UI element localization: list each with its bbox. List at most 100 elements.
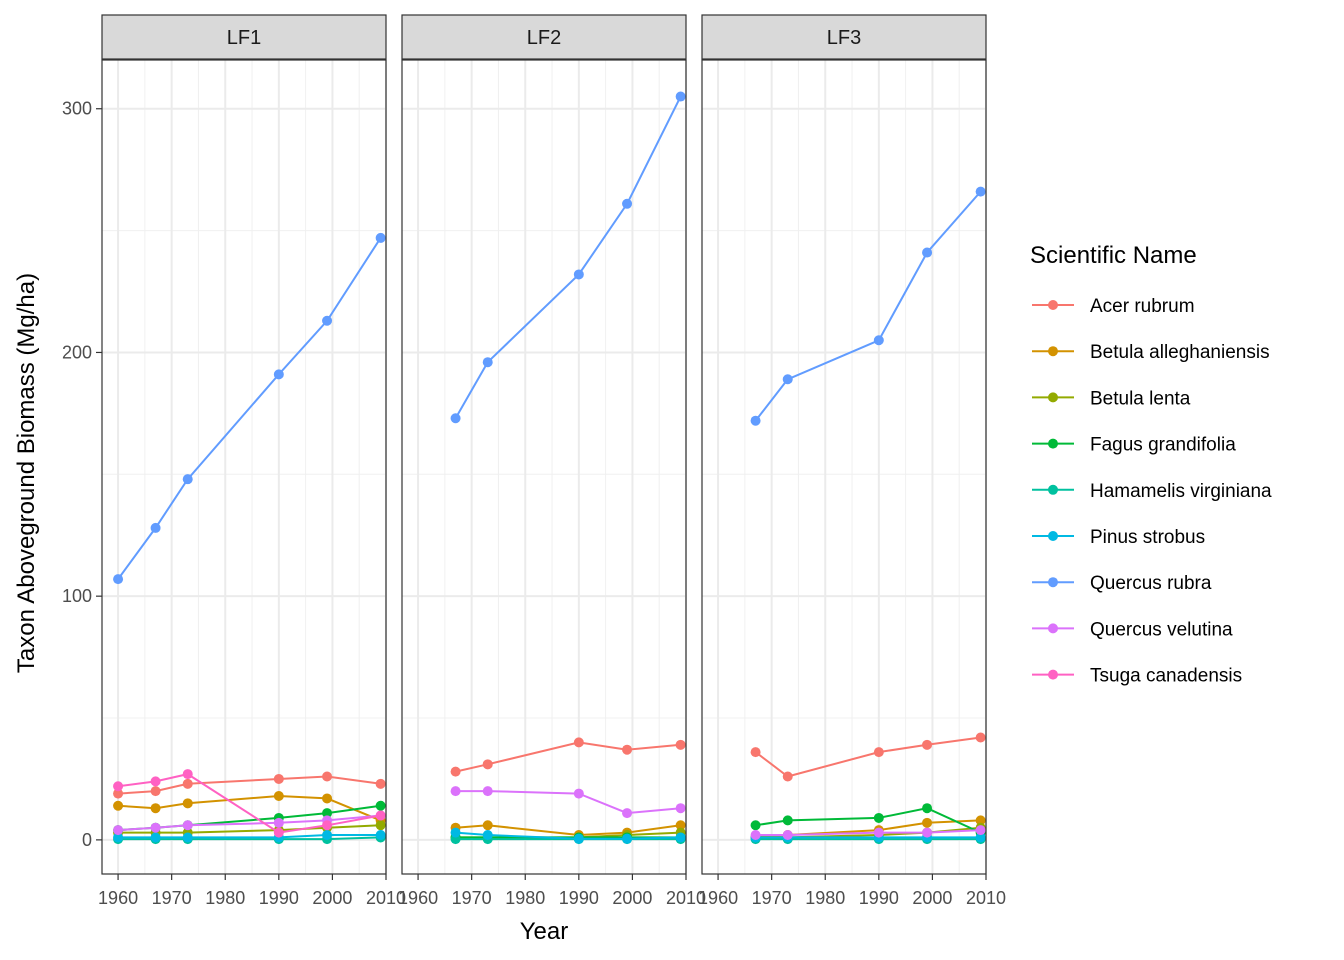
data-point [782,815,793,826]
data-point [113,800,124,811]
legend-title: Scientific Name [1030,242,1197,269]
data-point [622,808,633,819]
legend-item: Pinus strobus [1032,527,1205,548]
data-point [750,820,761,831]
panel-background [402,60,686,874]
data-point [782,830,793,841]
data-point [922,803,933,814]
x-tick-label: 1970 [752,888,792,908]
data-point [182,832,193,843]
series-line [118,834,381,839]
data-point [750,415,761,426]
data-point [450,766,461,777]
series-line [118,824,381,834]
series-line [117,773,381,834]
data-point [873,827,884,838]
legend-label: Betula lenta [1090,388,1191,409]
x-tick-label: 2010 [666,888,706,908]
data-point [150,832,161,843]
data-point [922,739,933,750]
panel-border [401,59,687,875]
data-point [482,820,493,831]
data-point [975,815,986,826]
data-point [113,832,124,843]
facet-strip [401,14,687,60]
data-point [113,781,124,792]
legend: Acer rubrum Betula alleghaniensis Betula l… [1032,296,1272,687]
data-point [450,827,461,838]
facet-lf3: LF3 1960 1970 1980 1990 2000 2010 [698,14,1006,908]
legend-key-point [1048,577,1058,588]
data-point [622,833,633,844]
data-point [150,522,161,533]
data-point [573,833,584,844]
series-line [118,775,381,795]
data-point [922,827,933,838]
x-tick-label: 1970 [152,888,192,908]
data-point [375,820,386,831]
data-point [182,474,193,485]
x-tick-label: 1960 [398,888,438,908]
data-point [975,732,986,743]
data-point [750,830,761,841]
data-point [273,827,284,838]
data-point [150,803,161,814]
data-point [182,769,193,780]
data-point [182,820,193,831]
series-line [118,836,381,841]
legend-label: Tsuga canadensis [1090,666,1242,687]
legend-item: Quercus rubra [1032,573,1212,594]
data-point [873,747,884,758]
data-point [450,786,461,797]
data-point [782,374,793,385]
x-axis-title: Year [520,918,569,945]
legend-label: Acer rubrum [1090,296,1195,317]
data-point [273,791,284,802]
legend-item: Fagus grandifolia [1032,435,1236,456]
x-tick-label: 2000 [912,888,952,908]
data-point [113,574,124,585]
data-point [375,830,386,841]
data-point [922,817,933,828]
data-point [322,771,333,782]
data-point [273,817,284,828]
data-point [573,737,584,748]
x-tick-label: 1990 [559,888,599,908]
data-point [922,247,933,258]
legend-key-point [1048,531,1058,541]
data-point [273,369,284,380]
legend-item: Quercus velutina [1032,619,1233,640]
data-point [113,825,124,836]
panel-border [101,59,387,875]
facet-lf1: LF1 1960 1970 1980 1990 2000 2010 0 100 200 300 [62,14,406,908]
facet-strip-label: LF2 [527,27,561,49]
x-tick-label: 2010 [966,888,1006,908]
y-tick-label: 100 [62,586,92,606]
legend-item: Betula alleghaniensis [1032,342,1270,363]
x-tick-label: 1960 [98,888,138,908]
data-point [622,744,633,755]
data-point [150,822,161,833]
data-point [675,832,686,843]
data-point [975,832,986,843]
legend-label: Quercus velutina [1090,619,1233,640]
facet-strip-label: LF1 [227,27,261,49]
x-tick-label: 2000 [612,888,652,908]
x-tick-label: 1980 [505,888,545,908]
legend-key-point [1048,669,1058,680]
facet-strip [701,14,987,60]
panel-background [102,60,386,874]
legend-label: Fagus grandifolia [1090,435,1236,456]
data-point [150,776,161,787]
legend-label: Pinus strobus [1090,527,1205,548]
legend-item: Betula lenta [1032,388,1191,409]
data-point [750,747,761,758]
data-point [482,357,493,368]
legend-label: Quercus rubra [1090,573,1212,594]
series-line [117,237,382,580]
facet-panels: LF1 1960 1970 1980 1990 2000 2010 0 100 200 300 LF2… [62,14,1006,908]
data-point [482,830,493,841]
data-point [675,803,686,814]
data-point [450,413,461,424]
